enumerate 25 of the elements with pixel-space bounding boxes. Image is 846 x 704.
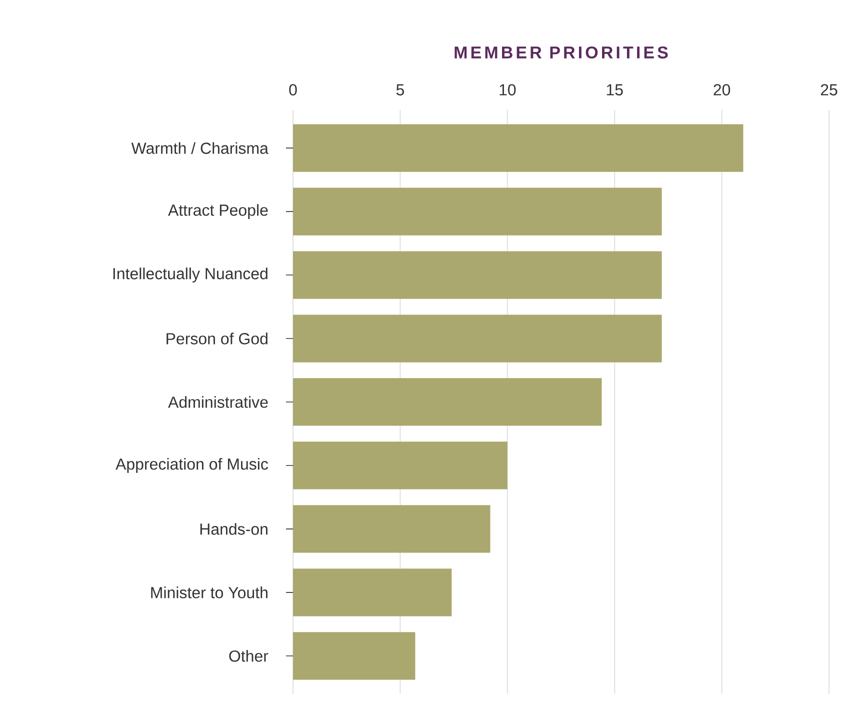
x-tick-label: 25 [820, 84, 838, 96]
y-tick-label: Person of God [166, 332, 268, 344]
x-tick-label: 20 [714, 84, 730, 96]
y-tick-label: Intellectually Nuanced [113, 268, 268, 282]
y-tick-label: Warmth / Charisma [131, 142, 268, 154]
bar [293, 188, 662, 236]
chart-title: MEMBER PRIORITIES [454, 46, 668, 58]
y-tick-label: Hands-on [200, 523, 268, 535]
y-tick-label: Appreciation of Music [116, 458, 268, 473]
y-tick-label: Administrative [168, 396, 268, 408]
bar [293, 632, 416, 680]
x-tick-label: 5 [396, 84, 404, 96]
bar [293, 124, 744, 172]
y-tick-label: Attract People [168, 204, 268, 220]
bar [293, 251, 662, 299]
x-tick-label: 0 [289, 84, 297, 96]
y-tick-label: Minister to Youth [151, 586, 268, 598]
x-tick-label: 10 [500, 84, 516, 96]
bar [293, 314, 662, 362]
y-tick-label: Other [229, 650, 268, 662]
bar [293, 568, 452, 616]
x-tick-label: 15 [606, 84, 623, 96]
bar [293, 505, 490, 553]
bar [293, 378, 602, 426]
bar [293, 442, 508, 490]
